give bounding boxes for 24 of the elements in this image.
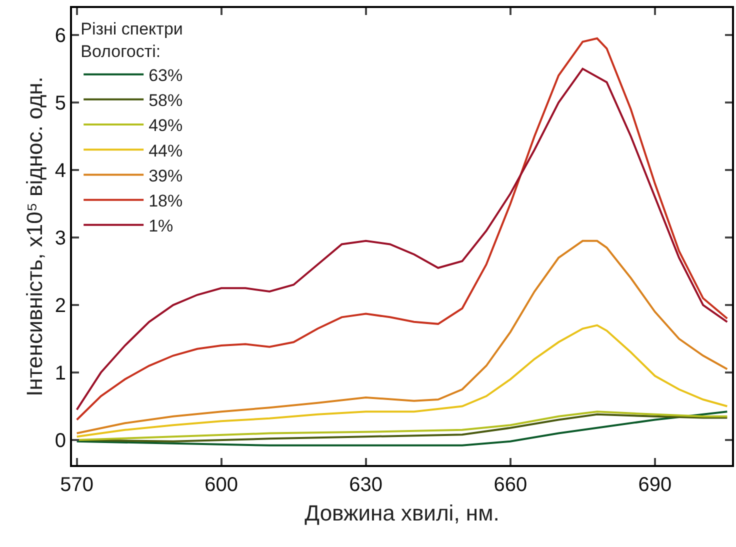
legend-title: Різні спектри Вологості:: [80, 20, 183, 61]
y-tick-label: 2: [54, 295, 66, 318]
legend-label: 58%: [148, 91, 183, 110]
x-tick-label: 630: [349, 474, 383, 496]
line-series: [76, 240, 728, 434]
y-tick-label: 5: [54, 92, 66, 115]
x-tick-label: 600: [204, 474, 238, 496]
legend-label: 63%: [148, 66, 183, 85]
y-tick-label: 3: [54, 228, 66, 250]
y-tick-label: 4: [54, 160, 66, 182]
legend-label: 49%: [148, 116, 183, 136]
x-tick-label: 660: [494, 474, 528, 496]
legend-label: 1%: [148, 216, 174, 236]
line-series: [76, 324, 728, 438]
x-tick-label: 690: [638, 474, 672, 496]
y-axis-title: Інтенсивність, x10⁵ віднос. одн.: [22, 76, 48, 396]
y-tick-label: 1: [54, 362, 66, 385]
y-tick-label: 0: [54, 430, 66, 452]
legend-label: 39%: [148, 166, 183, 186]
legend-label: 44%: [148, 141, 183, 160]
x-tick-label: 570: [60, 474, 94, 496]
legend-label: 18%: [148, 191, 183, 210]
x-axis-title: Довжина хвилі, нм.: [304, 500, 500, 526]
y-tick-label: 6: [54, 25, 66, 47]
